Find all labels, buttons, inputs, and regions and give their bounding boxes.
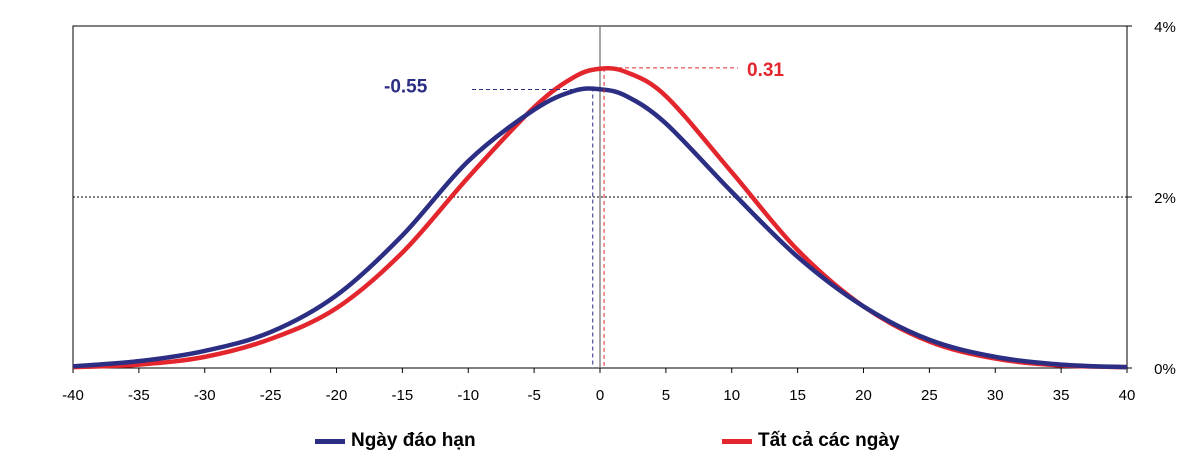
x-tick-label: 0: [596, 387, 604, 404]
series-layer: [72, 66, 1128, 370]
x-tick-label: 35: [1053, 387, 1070, 404]
x-tick-label: 25: [921, 387, 938, 404]
x-tick-label: -10: [457, 387, 479, 404]
peak-label-1: 0.31: [747, 60, 784, 81]
x-axis: -40 -35 -30 -25 -20 -15 -10 -5 0 5 10 15 20 25 30 35 40: [62, 368, 1135, 404]
x-tick-label: -30: [194, 387, 216, 404]
x-tick-label: 40: [1119, 387, 1136, 404]
legend-item-tat-ca-cac-ngay: Tất cả các ngày: [722, 430, 900, 452]
x-tick-label: -20: [326, 387, 348, 404]
series-line-0: [72, 86, 1128, 370]
y-tick-label: 0%: [1154, 361, 1176, 378]
legend-label: Ngày đáo hạn: [351, 430, 476, 451]
y-tick-label: 2%: [1154, 190, 1176, 207]
y-tick-label: 4%: [1154, 19, 1176, 36]
x-tick-label: 20: [855, 387, 872, 404]
legend-item-ngay-dao-han: Ngày đáo hạn: [315, 430, 476, 452]
legend-swatch-red: [722, 438, 752, 444]
x-tick-label: 5: [662, 387, 670, 404]
peak-label-0: -0.55: [384, 77, 428, 98]
x-tick-label: -35: [128, 387, 150, 404]
legend-swatch-blue: [315, 438, 345, 444]
x-tick-label: -15: [392, 387, 414, 404]
plot-area: [72, 25, 1128, 369]
legend-label: Tất cả các ngày: [758, 430, 900, 451]
x-tick-label: -25: [260, 387, 282, 404]
y-axis: 0% 2% 4%: [1127, 19, 1176, 378]
x-tick-label: 30: [987, 387, 1004, 404]
x-tick-label: -40: [62, 387, 84, 404]
x-tick-label: -5: [527, 387, 540, 404]
x-tick-label: 10: [723, 387, 740, 404]
x-tick-label: 15: [789, 387, 806, 404]
annotation-layer: -0.55 0.31: [384, 60, 784, 368]
